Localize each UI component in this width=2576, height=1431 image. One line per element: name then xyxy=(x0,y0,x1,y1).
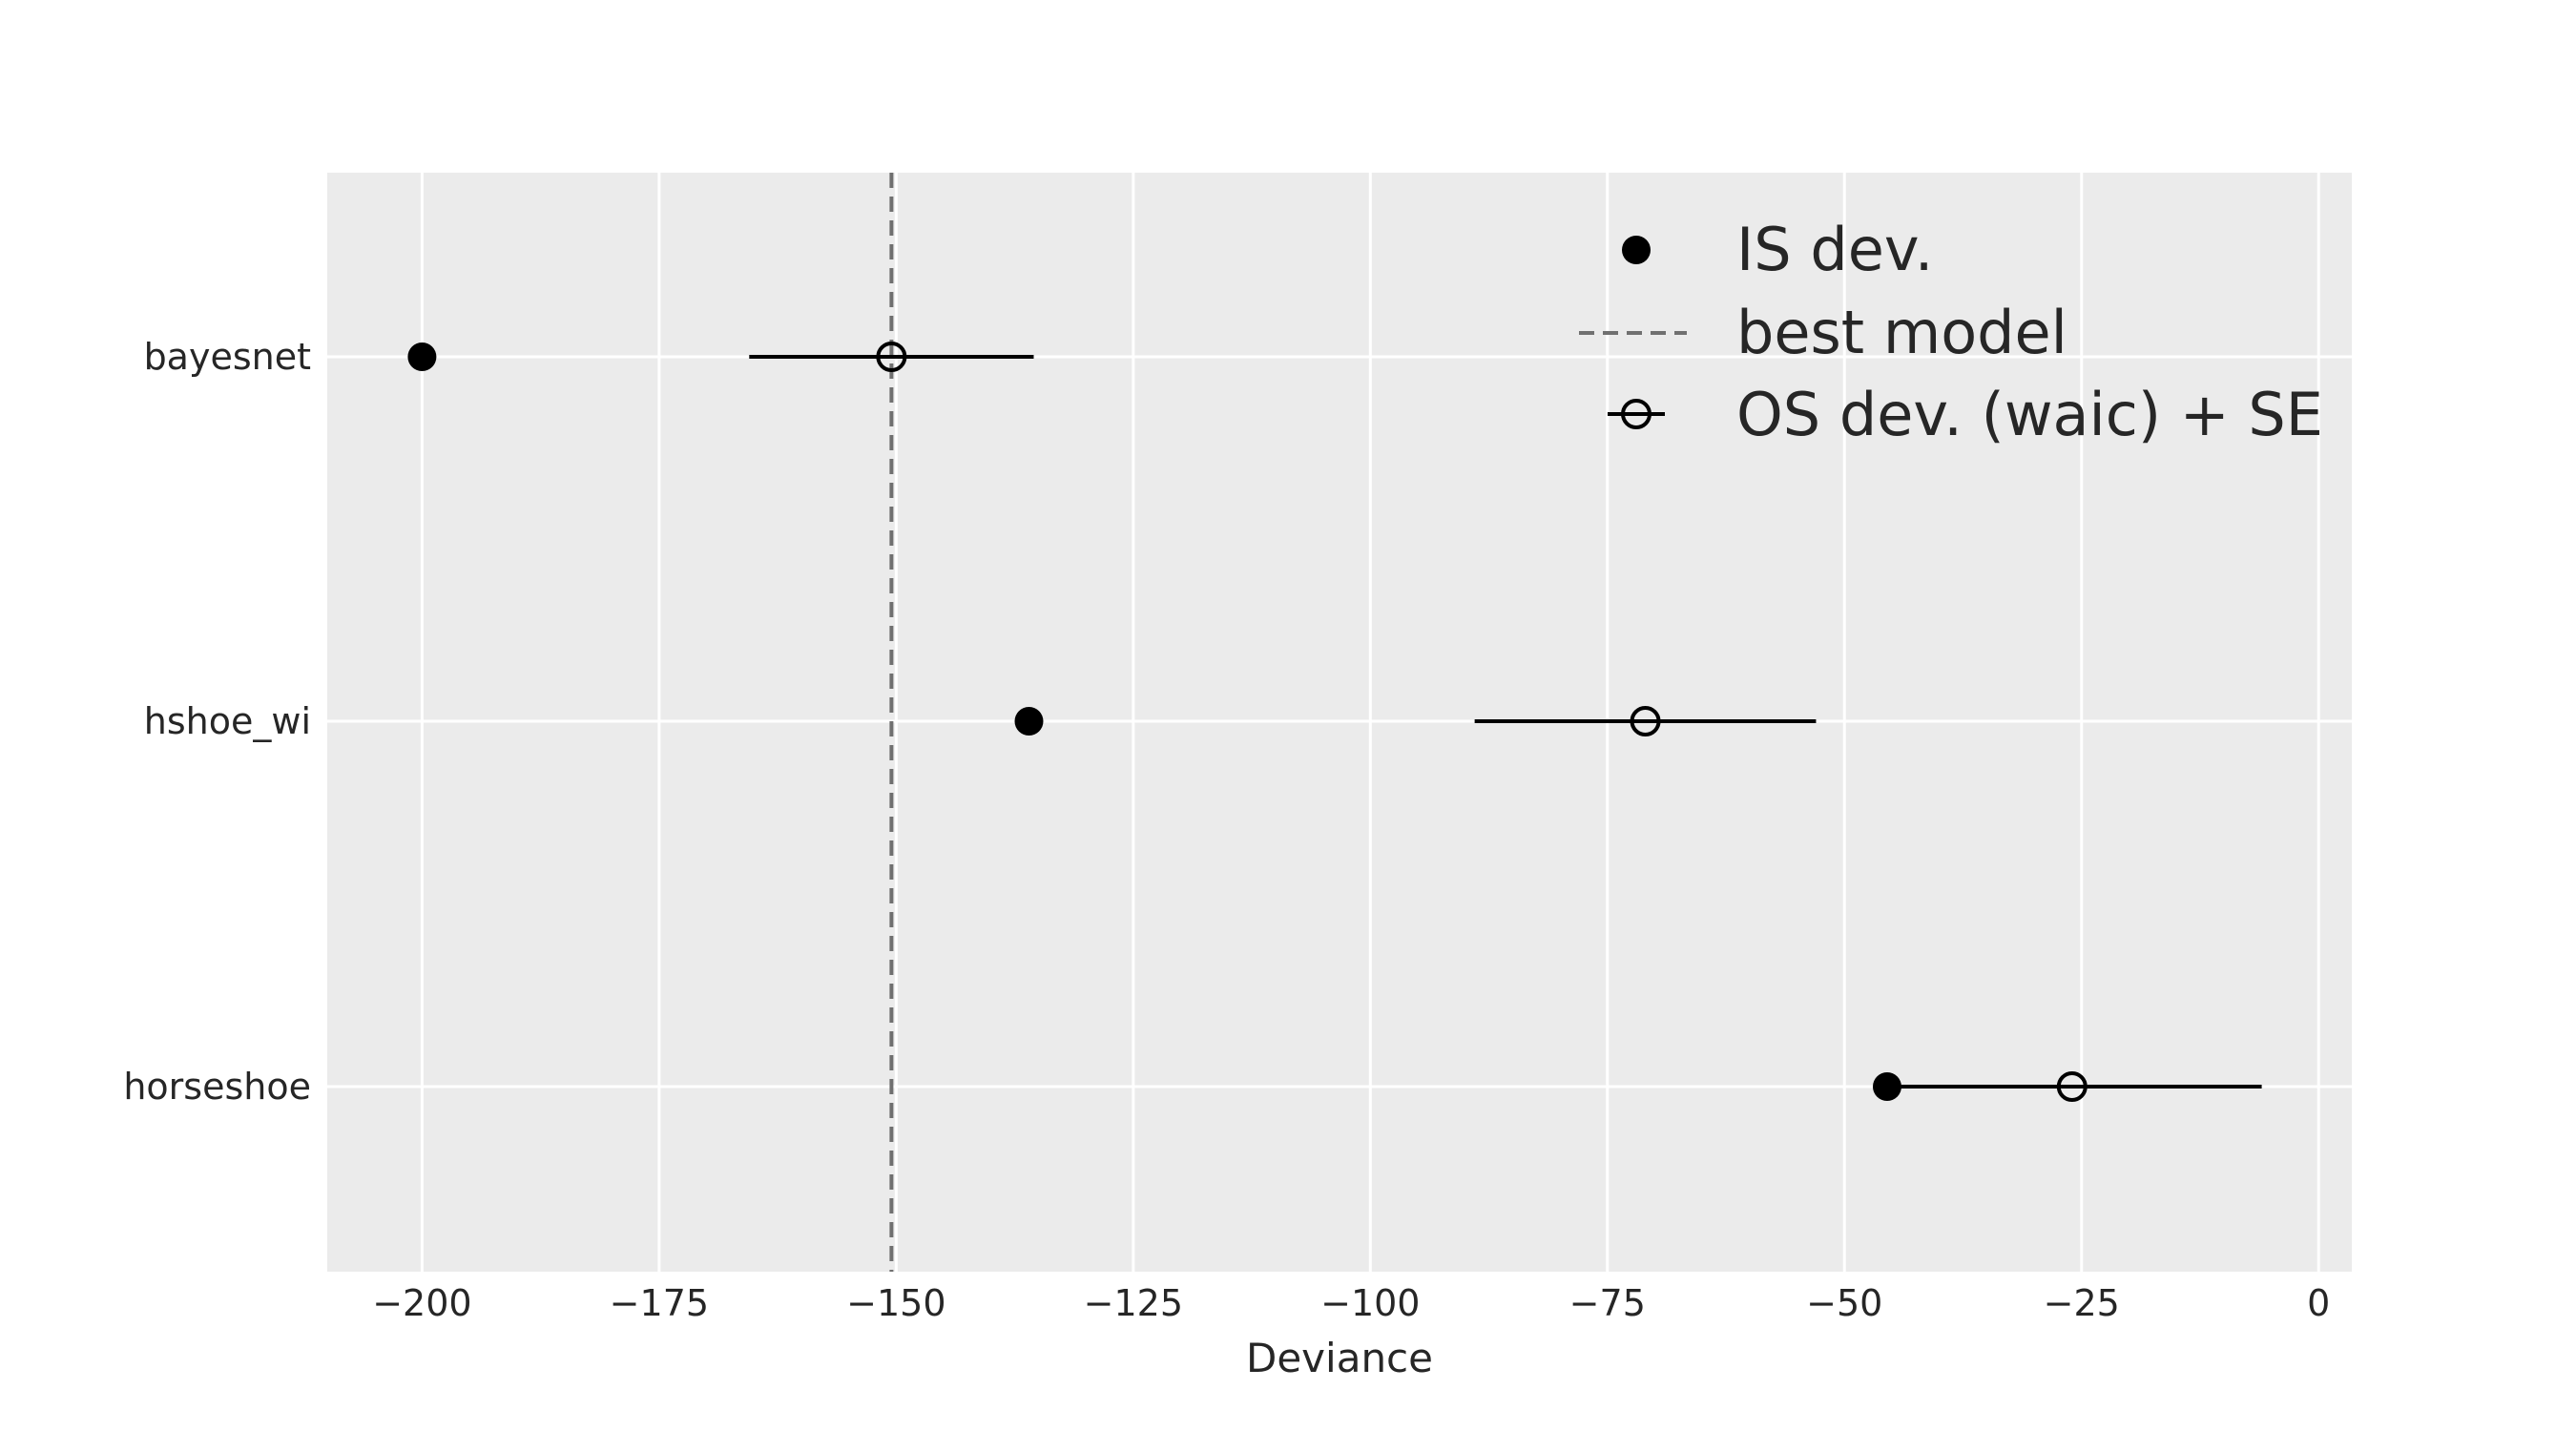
is-dev-point xyxy=(1014,707,1044,736)
y-tick-label: horseshoe xyxy=(123,1066,311,1108)
x-tick-label: −150 xyxy=(846,1282,945,1324)
x-tick-label: −125 xyxy=(1084,1282,1183,1324)
x-tick-label: −200 xyxy=(372,1282,471,1324)
is-dev-point xyxy=(1872,1072,1901,1101)
y-tick-label: bayesnet xyxy=(144,336,311,378)
legend-is-dev-marker xyxy=(1622,236,1651,264)
x-tick-label: 0 xyxy=(2307,1282,2330,1324)
x-tick-label: −75 xyxy=(1569,1282,1646,1324)
os-dev-point xyxy=(1630,706,1661,736)
legend-os-dev-label: OS dev. (waic) + SE xyxy=(1736,380,2323,449)
os-dev-point xyxy=(876,342,907,372)
os-dev-point xyxy=(2056,1071,2088,1102)
legend-is-dev-label: IS dev. xyxy=(1736,215,1933,284)
legend: IS dev. best model OS dev. (waic) + SE xyxy=(1579,215,2323,449)
x-tick-label: −100 xyxy=(1320,1282,1420,1324)
x-tick-label: −50 xyxy=(1806,1282,1882,1324)
legend-best-model-label: best model xyxy=(1736,298,2067,367)
y-tick-label: hshoe_wi xyxy=(144,700,311,742)
x-tick-label: −175 xyxy=(610,1282,709,1324)
x-tick-label: −25 xyxy=(2044,1282,2120,1324)
x-axis-title: Deviance xyxy=(1246,1335,1433,1381)
legend-os-dev-marker xyxy=(1621,399,1652,429)
is-dev-point xyxy=(407,342,437,371)
